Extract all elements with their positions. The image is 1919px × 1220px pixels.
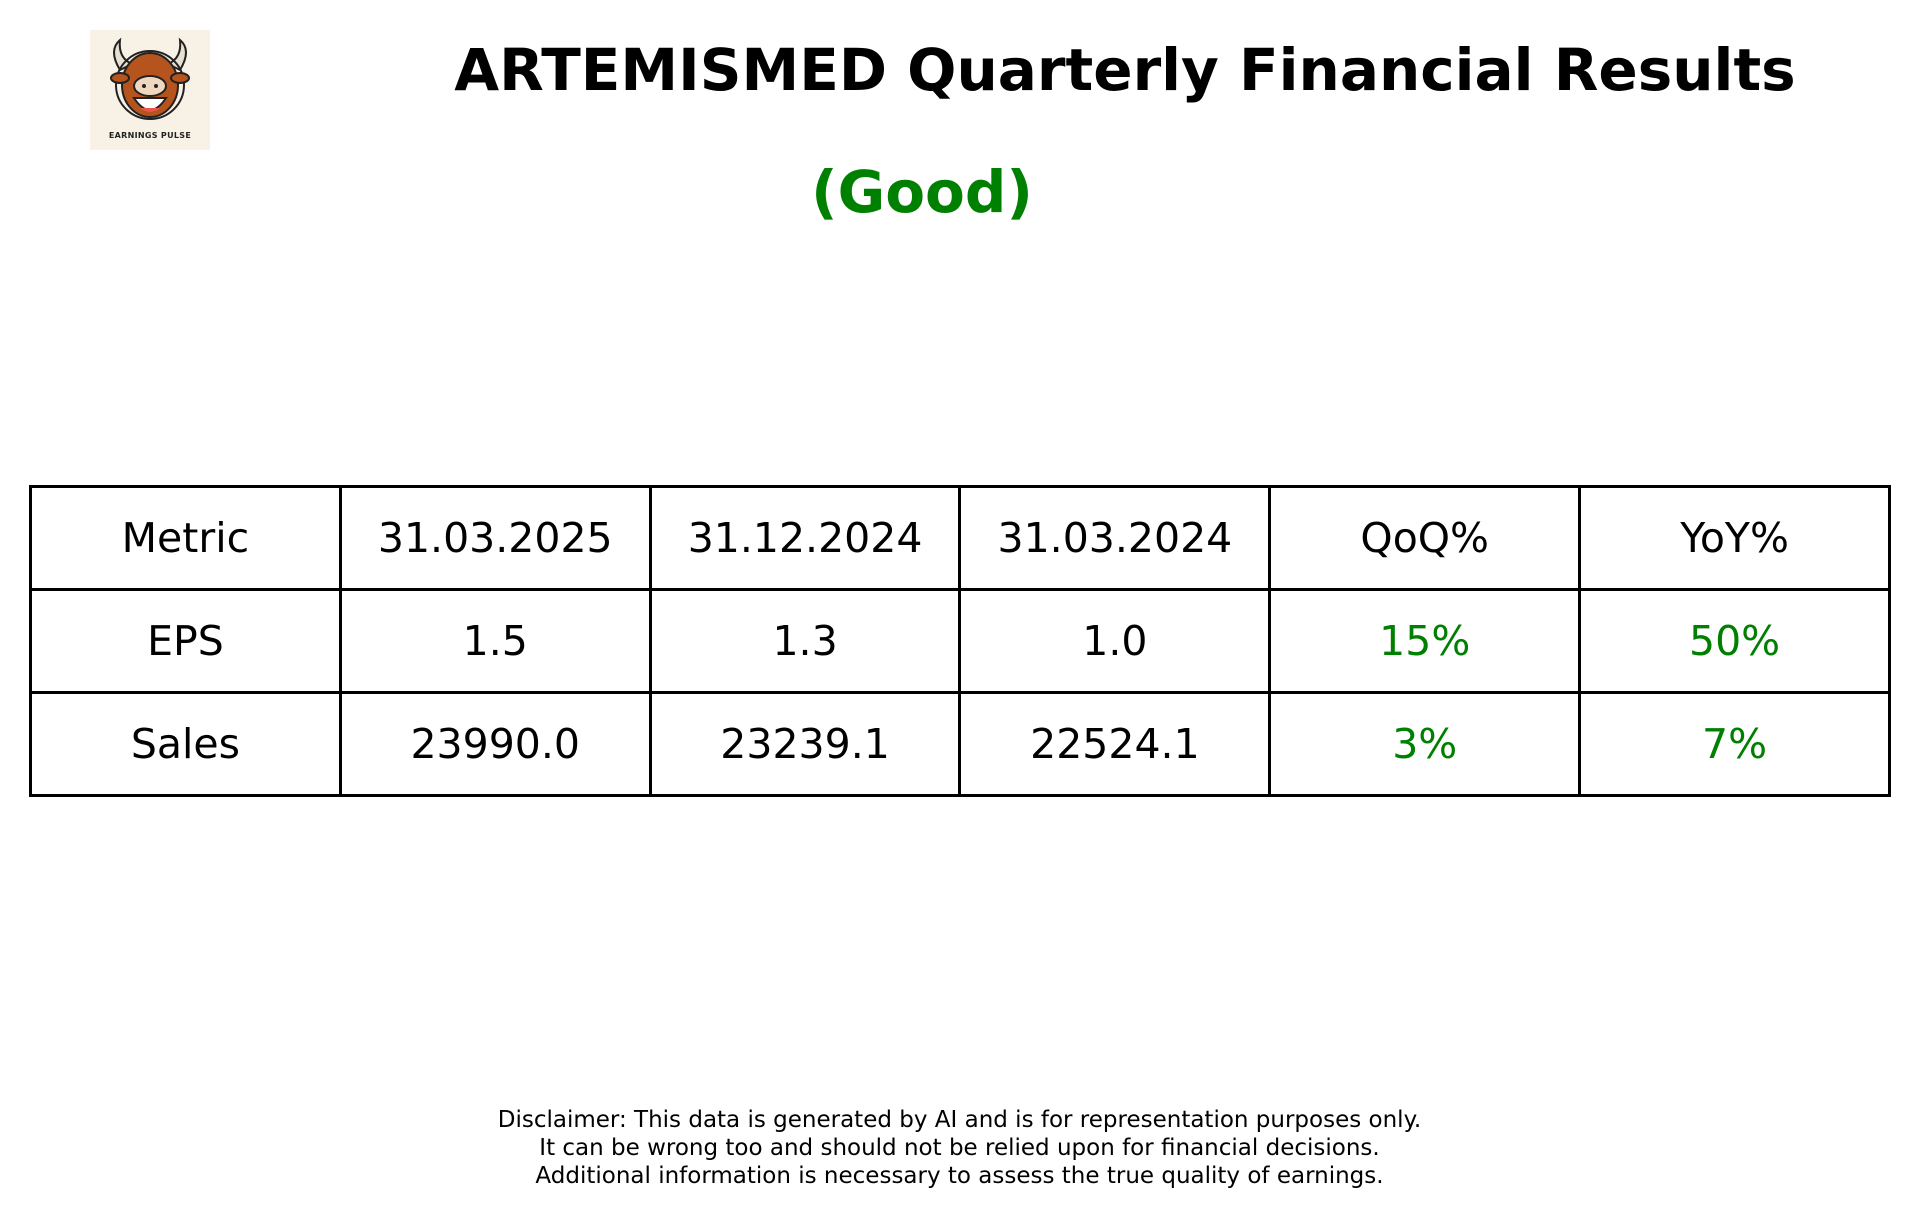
value-cell: 1.5 [338,588,652,694]
logo: EARNINGS PULSE [90,30,210,150]
value-cell: 23239.1 [648,691,962,797]
disclaimer-line: Disclaimer: This data is generated by AI… [497,1107,1422,1133]
table-header-row: Metric 31.03.2025 31.12.2024 31.03.2024 … [29,485,1891,591]
value-cell: 22524.1 [958,691,1272,797]
metric-cell: EPS [29,588,342,694]
header-cell: QoQ% [1268,485,1582,591]
results-table: Metric 31.03.2025 31.12.2024 31.03.2024 … [29,485,1891,797]
yoy-cell: 50% [1578,588,1891,694]
bull-mascot-icon [110,37,190,120]
disclaimer: Disclaimer: This data is generated by AI… [0,1106,1919,1190]
logo-text: EARNINGS PULSE [108,131,192,140]
header-cell: Metric [29,485,342,591]
value-cell: 1.3 [648,588,962,694]
disclaimer-line: It can be wrong too and should not be re… [539,1135,1380,1161]
page-title: ARTEMISMED Quarterly Financial Results [454,36,1796,104]
metric-cell: Sales [29,691,342,797]
value-cell: 1.0 [958,588,1272,694]
table-row: Sales 23990.0 23239.1 22524.1 3% 7% [29,691,1891,797]
header-cell: 31.12.2024 [648,485,962,591]
table-row: EPS 1.5 1.3 1.0 15% 50% [29,588,1891,694]
value-cell: 23990.0 [338,691,652,797]
rating-label: (Good) [811,158,1033,226]
header-cell: 31.03.2024 [958,485,1272,591]
header-cell: YoY% [1578,485,1891,591]
qoq-cell: 15% [1268,588,1582,694]
qoq-cell: 3% [1268,691,1582,797]
yoy-cell: 7% [1578,691,1891,797]
disclaimer-line: Additional information is necessary to a… [535,1163,1384,1189]
header-cell: 31.03.2025 [338,485,652,591]
